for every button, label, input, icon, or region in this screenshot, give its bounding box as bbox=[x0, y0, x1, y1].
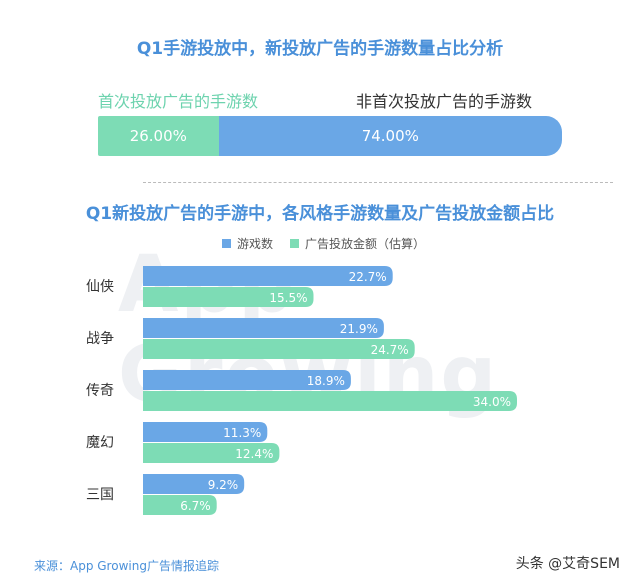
data-label: 21.9% bbox=[340, 322, 378, 336]
legend-item-games: 游戏数 bbox=[222, 235, 273, 252]
data-label: 12.4% bbox=[235, 447, 273, 461]
label-first-time: 首次投放广告的手游数 bbox=[98, 92, 259, 111]
bar bbox=[143, 318, 384, 338]
legend-item-spend: 广告投放金额（估算） bbox=[290, 235, 425, 252]
bar bbox=[143, 370, 351, 390]
source-note: 来源：App Growing广告情报追踪 bbox=[34, 559, 219, 573]
data-label: 15.5% bbox=[269, 291, 307, 305]
segment-not-first-time: 74.00% bbox=[218, 116, 562, 156]
legend-label-games: 游戏数 bbox=[237, 237, 274, 251]
legend-label-spend: 广告投放金额（估算） bbox=[305, 237, 426, 251]
data-label: 18.9% bbox=[307, 374, 345, 388]
category-label: 传奇 bbox=[86, 382, 114, 399]
label-not-first-time: 非首次投放广告的手游数 bbox=[356, 92, 533, 111]
bar bbox=[143, 474, 245, 494]
divider bbox=[143, 182, 613, 183]
bar bbox=[143, 339, 415, 359]
legend-swatch-green bbox=[290, 239, 299, 248]
category-label: 战争 bbox=[86, 331, 114, 347]
data-label: 11.3% bbox=[223, 426, 261, 440]
bar bbox=[143, 422, 268, 442]
legend-swatch-blue bbox=[222, 239, 231, 248]
category-label: 魔幻 bbox=[86, 435, 114, 451]
data-label: 34.0% bbox=[473, 395, 511, 409]
segment-not-first-time-label: 74.00% bbox=[361, 127, 419, 145]
category-label: 仙侠 bbox=[86, 279, 114, 295]
brand-tag: 头条 @艾奇SEM bbox=[515, 556, 620, 572]
bar bbox=[143, 495, 217, 515]
category-label: 三国 bbox=[86, 487, 114, 503]
segment-first-time-label: 26.00% bbox=[129, 127, 187, 145]
stacked-bar: 26.00% 74.00% bbox=[98, 116, 562, 156]
data-label: 6.7% bbox=[180, 499, 211, 513]
segment-first-time: 26.00% bbox=[98, 116, 219, 156]
chart-title-2: Q1新投放广告的手游中，各风格手游数量及广告投放金额占比 bbox=[85, 204, 555, 224]
data-label: 22.7% bbox=[349, 270, 387, 284]
data-label: 24.7% bbox=[371, 343, 409, 357]
bar bbox=[143, 287, 314, 307]
bar bbox=[143, 391, 517, 411]
chart-title-1: Q1手游投放中，新投放广告的手游数量占比分析 bbox=[136, 39, 504, 59]
bar bbox=[143, 443, 280, 463]
bar bbox=[143, 266, 393, 286]
data-label: 9.2% bbox=[208, 478, 239, 492]
